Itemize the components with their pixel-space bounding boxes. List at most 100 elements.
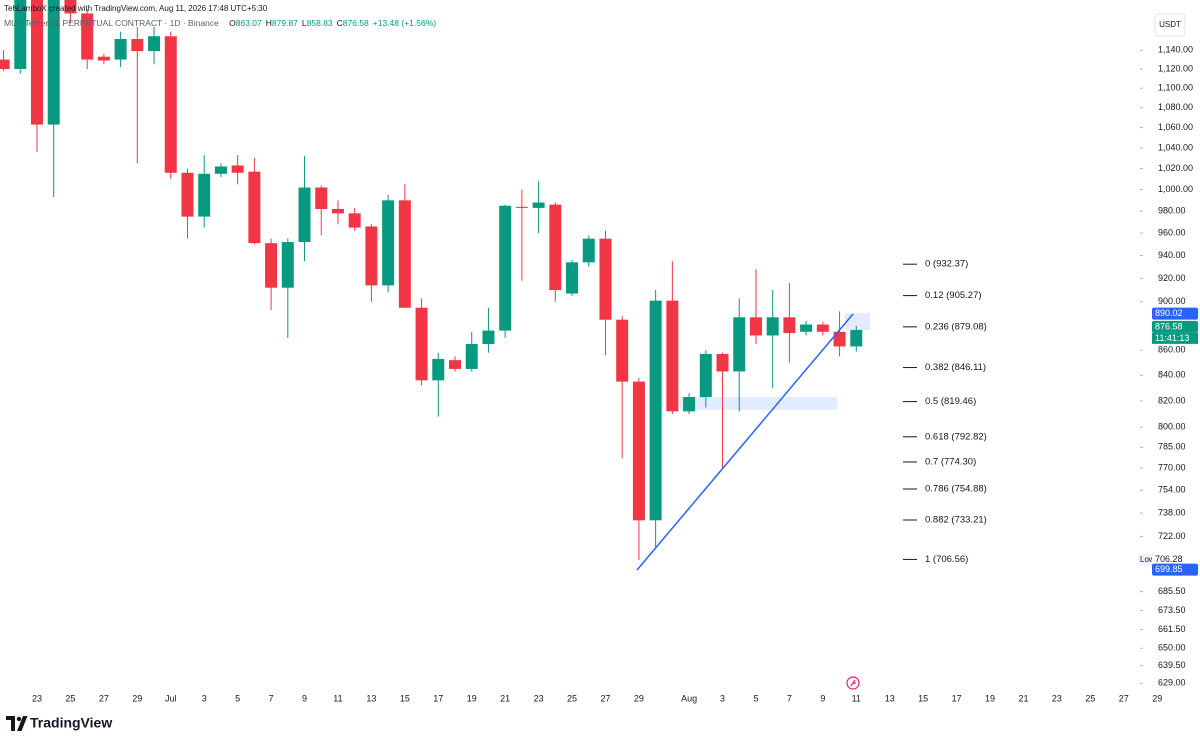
event-icon [850,679,856,687]
candle-body [800,324,813,332]
fib-label: 0.12 (905.27) [925,290,982,301]
candle-body [549,204,562,291]
y-tick-label: 639.50 [1158,660,1186,670]
y-tick-label: 800.00 [1158,422,1186,432]
price-tag: 890.02 [1155,308,1183,318]
y-tick-label: 738.00 [1158,507,1186,517]
candle-body [281,242,294,288]
x-tick-label: 7 [787,693,792,703]
event-icon [846,676,860,690]
y-tick-label: 1,140.00 [1158,45,1193,55]
candle-body [449,360,461,369]
y-tick-label: 960.00 [1158,227,1186,237]
x-tick-label: 21 [500,693,510,703]
x-tick-label: 9 [820,693,825,703]
x-tick-label: 29 [132,693,142,703]
candle-body [97,56,110,61]
y-tick-label: 673.50 [1158,605,1186,615]
ohlc-value: 879.87 [272,18,298,28]
currency: USDT [1159,20,1181,29]
x-tick-label: 19 [467,693,477,703]
y-tick-label: 900.00 [1158,296,1186,306]
fib-label: 0.5 (819.46) [925,396,976,407]
candle-body [582,238,595,263]
candle-body [499,205,512,331]
fib-label: 0.786 (754.88) [925,484,987,495]
overlay: 1,140.00 1,120.00 1,100.00 1,080.00 1,060.00… [32,45,1198,703]
y-tick-label: 650.00 [1158,643,1186,653]
candle-body [81,13,94,60]
candle-body [465,344,478,369]
fib-label: 0 (932.37) [925,259,968,270]
x-tick-label: 21 [1018,693,1028,703]
candle-body [248,171,261,244]
y-tick-label: 1,100.00 [1158,83,1193,93]
watermark: TehLamboX created with TradingView.com, … [4,4,268,13]
zone [845,313,870,330]
candle-body [348,213,361,228]
y-tick-label: 722.00 [1158,531,1186,541]
y-tick-label: 940.00 [1158,250,1186,260]
y-tick-label: 1,120.00 [1158,63,1193,73]
x-tick-label: 15 [400,693,410,703]
price-tag-bg [1152,307,1198,320]
candles [0,0,863,560]
x-tick-label: 11 [333,693,342,703]
candle-body [198,173,211,217]
candle-body [231,165,244,173]
x-tick-label: 23 [1052,693,1062,703]
x-tick-label: 9 [302,693,307,703]
price-tag-bg [1152,563,1198,576]
candle-body [632,381,645,521]
candle-body [164,36,177,173]
y-tick-label: 1,000.00 [1158,184,1193,194]
x-tick-label: 3 [720,693,725,703]
x-tick-label: 13 [885,693,895,703]
tag-caption-bg [1138,553,1154,566]
drawings [680,313,870,410]
y-tick-label: 840.00 [1158,370,1186,380]
zone [680,397,837,410]
y-tick-label: 980.00 [1158,206,1186,216]
candle-body [699,353,712,398]
x-tick-label: 17 [433,693,443,703]
logo-mark [16,716,22,722]
candle-body [315,187,328,209]
y-tick-label: 1,020.00 [1158,163,1193,173]
x-tick-label: 25 [1085,693,1095,703]
y-tick-label: 685.50 [1158,586,1186,596]
y-tick-label: 820.00 [1158,395,1186,405]
fib-label: 1 (706.56) [925,554,968,565]
candle-body [0,59,10,70]
price-tag: 706.28 [1155,554,1183,564]
candle-body [47,0,60,125]
candle-body [649,300,662,521]
y-tick-label: 661.50 [1158,624,1186,634]
y-tick-label: 770.00 [1158,462,1186,472]
change: +13.48 (+1.56%) [373,18,436,28]
candle-body [131,39,144,52]
candle-body [14,0,27,70]
currency-box [1154,13,1186,37]
candle-body [833,331,846,347]
candle-body [432,358,445,381]
candle-body [683,397,696,412]
x-tick-label: 7 [269,693,274,703]
candle-body [482,330,495,345]
candle-body [331,208,344,214]
logo-text: TradingView [30,715,112,731]
x-tick-label: 11 [852,693,861,703]
x-tick-label: 23 [534,693,544,703]
candle-body [599,238,612,320]
candle-body [850,329,863,347]
ohlc-key: C [337,18,343,28]
x-tick-label: 13 [366,693,376,703]
candle-body [733,317,746,372]
ohlc-key: H [266,18,272,28]
logo-mark [6,716,15,731]
x-tick-label: 15 [918,693,928,703]
fib-label: 0.382 (846.11) [925,362,986,373]
last-price-bg [1152,320,1198,333]
y-tick-label: 1,080.00 [1158,102,1193,112]
candle-body [816,324,829,332]
